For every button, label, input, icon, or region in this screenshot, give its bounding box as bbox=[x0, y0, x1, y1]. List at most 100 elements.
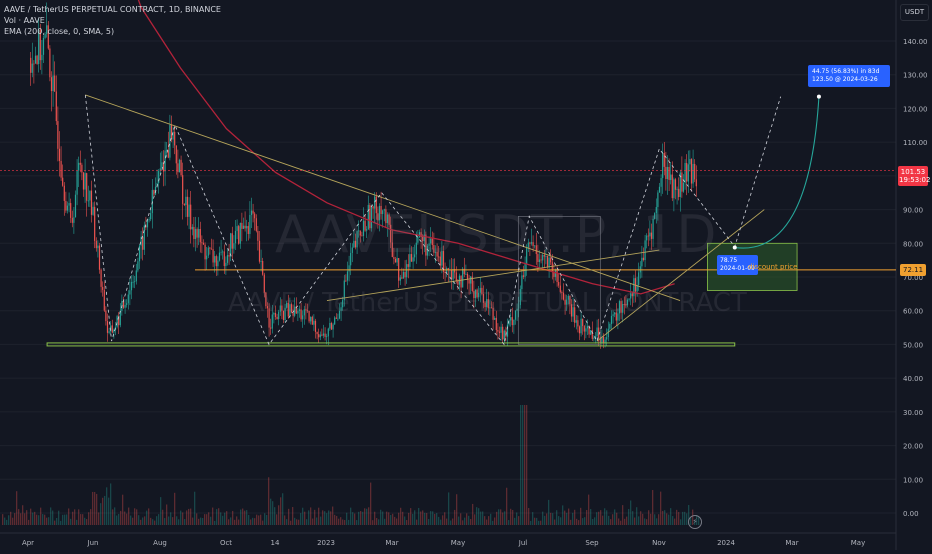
volume-bar bbox=[638, 516, 640, 525]
last-price-value: 101.53 bbox=[900, 168, 926, 176]
candle-body bbox=[625, 304, 627, 306]
candle-body bbox=[367, 204, 369, 230]
volume-bar bbox=[426, 513, 428, 525]
projection-label[interactable]: 44.75 (56.83%) in 83d 123.50 @ 2024-03-2… bbox=[808, 65, 890, 87]
candle-body bbox=[401, 277, 403, 279]
y-tick-label: 140.00 bbox=[903, 38, 928, 46]
candle-body bbox=[663, 153, 665, 167]
candle-body bbox=[420, 232, 422, 238]
volume-bar bbox=[240, 509, 242, 525]
candle-body bbox=[383, 209, 385, 211]
candle-body bbox=[510, 317, 512, 321]
volume-bar bbox=[548, 499, 550, 525]
volume-bar bbox=[234, 519, 236, 525]
candle-body bbox=[646, 235, 648, 241]
candle-body bbox=[298, 309, 301, 311]
volume-bar bbox=[438, 516, 440, 525]
entry-label[interactable]: 78.75 2024-01-09 bbox=[717, 255, 758, 275]
volume-bar bbox=[458, 516, 460, 525]
volume-bar bbox=[128, 507, 130, 525]
candle-body bbox=[474, 289, 477, 299]
candle-body bbox=[370, 206, 373, 229]
candle-body bbox=[502, 326, 504, 340]
candle-body bbox=[38, 29, 40, 65]
y-tick-label: 30.00 bbox=[903, 409, 923, 417]
currency-button[interactable]: USDT bbox=[900, 4, 929, 21]
level-price-tag: 72.11 bbox=[900, 264, 927, 276]
volume-bar bbox=[172, 517, 174, 525]
volume-bar bbox=[66, 514, 68, 525]
candle-body bbox=[470, 276, 472, 284]
x-tick-label: Oct bbox=[220, 539, 232, 547]
volume-bar bbox=[428, 519, 430, 525]
y-tick-label: 50.00 bbox=[903, 341, 923, 349]
candle-body bbox=[490, 307, 493, 309]
volume-bar bbox=[126, 513, 128, 525]
candle-body bbox=[586, 326, 589, 329]
candle-body bbox=[614, 312, 616, 315]
volume-bar bbox=[686, 513, 688, 525]
candle-body bbox=[263, 274, 265, 293]
legend-ema[interactable]: EMA (200, close, 0, SMA, 5) bbox=[4, 27, 115, 36]
candle-body bbox=[338, 310, 341, 319]
volume-bar bbox=[336, 515, 338, 525]
volume-bar bbox=[584, 517, 586, 525]
candle-body bbox=[495, 317, 497, 331]
candle-body bbox=[36, 55, 38, 65]
candle-body bbox=[423, 234, 425, 242]
candle-body bbox=[308, 311, 310, 322]
volume-bar bbox=[366, 508, 368, 525]
candle-body bbox=[658, 186, 661, 193]
volume-bar bbox=[278, 505, 280, 525]
legend-symbol[interactable]: AAVE / TetherUS PERPETUAL CONTRACT, 1D, … bbox=[4, 5, 221, 14]
candle-body bbox=[196, 229, 198, 238]
candle-body bbox=[100, 269, 102, 287]
candle-body bbox=[94, 206, 96, 241]
candle-body bbox=[159, 168, 161, 172]
candle-body bbox=[310, 316, 312, 322]
volume-bar bbox=[220, 512, 222, 525]
candle-body bbox=[348, 265, 350, 272]
candle-body bbox=[49, 48, 51, 78]
candle-body bbox=[161, 162, 163, 169]
candle-body bbox=[412, 257, 414, 262]
candle-body bbox=[674, 179, 677, 190]
candle-body bbox=[322, 333, 325, 336]
volume-bar bbox=[170, 512, 172, 525]
candle-body bbox=[596, 327, 598, 337]
volume-bar bbox=[494, 517, 496, 525]
candle-body bbox=[444, 271, 446, 273]
candle-body bbox=[140, 236, 142, 246]
candle-body bbox=[462, 268, 464, 288]
lightning-icon[interactable]: ⚡ bbox=[688, 515, 702, 529]
candle-body bbox=[615, 312, 617, 321]
volume-bar bbox=[320, 516, 322, 525]
volume-bar bbox=[582, 518, 584, 525]
volume-bar bbox=[302, 507, 304, 525]
volume-bar bbox=[124, 511, 126, 525]
x-tick-label: Jun bbox=[87, 539, 99, 547]
y-tick-label: 90.00 bbox=[903, 207, 923, 215]
candle-body bbox=[126, 303, 128, 305]
candle-body bbox=[375, 196, 377, 214]
candle-body bbox=[105, 310, 107, 322]
candle-body bbox=[242, 225, 245, 229]
volume-bar bbox=[472, 503, 474, 525]
legend-volume[interactable]: Vol · AAVE bbox=[4, 16, 45, 25]
candle-body bbox=[81, 164, 83, 173]
volume-bar bbox=[684, 511, 686, 525]
candle-body bbox=[369, 204, 371, 229]
candle-body bbox=[180, 159, 182, 176]
volume-bar bbox=[604, 508, 606, 525]
volume-bar bbox=[348, 519, 350, 525]
candle-body bbox=[527, 242, 529, 248]
volume-bar bbox=[654, 514, 656, 525]
volume-bar bbox=[228, 519, 230, 525]
candle-body bbox=[222, 251, 224, 253]
candle-body bbox=[130, 281, 133, 291]
volume-bar bbox=[80, 514, 82, 525]
candle-body bbox=[463, 268, 465, 275]
candle-body bbox=[431, 238, 433, 246]
